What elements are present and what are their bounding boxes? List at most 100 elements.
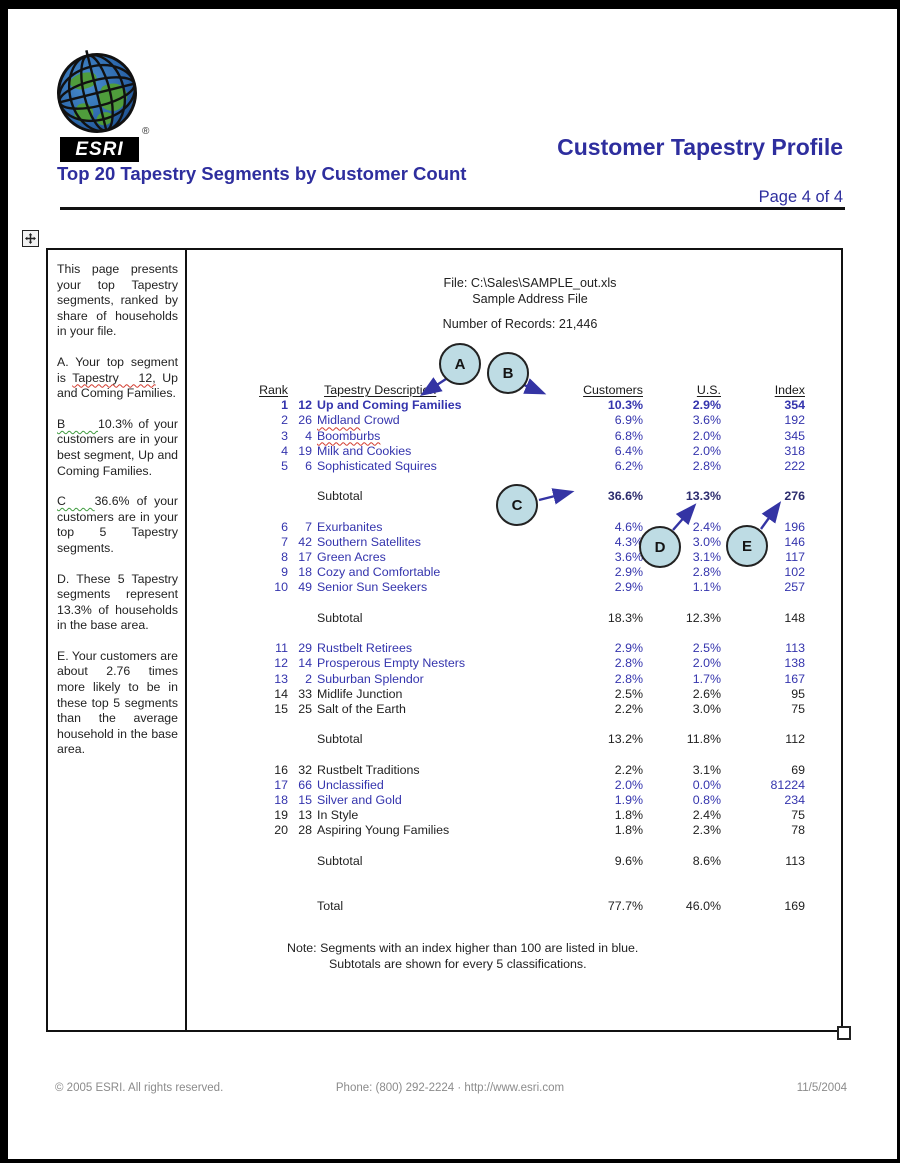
cell-customers: 2.2% — [614, 701, 643, 716]
table-row: 17 66 Unclassified 2.0% 0.0% 81224 — [255, 778, 805, 793]
cell-us: 2.0% — [692, 443, 721, 458]
cell-rank: 4 — [281, 443, 288, 458]
cell-customers: 13.2% — [607, 732, 643, 747]
cell-description: Boomburbs — [312, 429, 555, 444]
footer-copyright: © 2005 ESRI. All rights reserved. — [55, 1082, 224, 1094]
cell-customers: 6.8% — [614, 428, 643, 443]
table-spacer — [255, 748, 805, 763]
sidebar-text-run: E. Your customers are about 2.76 times m… — [57, 648, 178, 757]
cell-index: 148 — [784, 610, 805, 625]
cell-customers: 2.2% — [614, 762, 643, 777]
cell-us: 1.7% — [692, 671, 721, 686]
cell-customers: 2.8% — [614, 671, 643, 686]
cell-customers: 77.7% — [607, 899, 643, 914]
misspelled-text: Tapestry 12, — [72, 370, 156, 385]
cell-description: Unclassified — [317, 777, 384, 792]
esri-globe-icon — [57, 50, 137, 133]
cell-segment-code: 42 — [298, 534, 312, 549]
cell-us: 3.1% — [692, 550, 721, 565]
file-info: File: C:\Sales\SAMPLE_out.xls Sample Add… — [330, 276, 730, 307]
table-spacer — [255, 626, 805, 641]
table-spacer — [255, 869, 805, 884]
cell-index: 222 — [784, 458, 805, 473]
cell-rank: 15 — [274, 701, 288, 716]
cell-description: Aspiring Young Families — [317, 823, 450, 838]
sidebar-text-run: This page presents your top Tapestry seg… — [57, 262, 178, 339]
cell-label: Total — [317, 899, 344, 914]
cell-customers: 4.6% — [614, 519, 643, 534]
table-spacer — [255, 717, 805, 732]
cell-label: Subtotal — [317, 853, 363, 868]
esri-logo-wordmark: ESRI — [60, 137, 139, 162]
cell-customers: 10.3% — [607, 398, 643, 413]
cell-index: 318 — [784, 443, 805, 458]
cell-index: 78 — [791, 823, 805, 838]
cell-customers: 6.2% — [614, 458, 643, 473]
cell-customers: 3.6% — [614, 550, 643, 565]
cell-segment-code: 18 — [298, 565, 312, 580]
cell-customers: 9.6% — [614, 853, 643, 868]
note-label: Note: — [287, 941, 317, 955]
sidebar-text-run: A. Your top segment is — [57, 354, 178, 385]
table-row: 20 28 Aspiring Young Families 1.8% 2.3% 78 — [255, 823, 805, 838]
table-row: 16 32 Rustbelt Traditions 2.2% 3.1% 69 — [255, 763, 805, 778]
cell-index: 138 — [784, 656, 805, 671]
cell-index: 75 — [791, 701, 805, 716]
cell-us: 3.1% — [692, 762, 721, 777]
header-index: Index — [774, 383, 805, 397]
footer-date: 11/5/2004 — [796, 1082, 847, 1094]
cell-us: 2.4% — [692, 519, 721, 534]
cell-description: Silver and Gold — [317, 793, 402, 808]
sidebar-text: This page presents your top Tapestry seg… — [48, 250, 187, 1030]
table-row: 8 17 Green Acres 3.6% 3.1% 117 — [255, 550, 805, 565]
cell-rank: 7 — [281, 534, 288, 549]
cell-segment-code: 13 — [298, 808, 312, 823]
cell-description: Suburban Splendor — [317, 671, 424, 686]
table-row: 14 33 Midlife Junction 2.5% 2.6% 95 — [255, 687, 805, 702]
cell-us: 2.3% — [692, 823, 721, 838]
cell-us: 2.0% — [692, 656, 721, 671]
table-row: 19 13 In Style 1.8% 2.4% 75 — [255, 808, 805, 823]
cell-customers: 2.8% — [614, 656, 643, 671]
file-name-line: Sample Address File — [472, 291, 588, 306]
cell-rank: 14 — [274, 686, 288, 701]
cell-segment-code: 19 — [298, 443, 312, 458]
cell-us: 1.1% — [692, 580, 721, 595]
registered-trademark-symbol: ® — [142, 126, 150, 137]
cell-index: 95 — [791, 686, 805, 701]
cell-customers: 1.8% — [614, 808, 643, 823]
cell-index: 69 — [791, 762, 805, 777]
table-row: 1 12 Up and Coming Families 10.3% 2.9% 354 — [255, 398, 805, 413]
cell-index: 169 — [784, 899, 805, 914]
cell-index: 117 — [785, 550, 805, 565]
cell-rank: 5 — [281, 458, 288, 473]
move-handle[interactable] — [22, 230, 39, 247]
cell-rank: 1 — [281, 398, 288, 413]
cell-index: 167 — [784, 671, 805, 686]
footer-contact: Phone: (800) 292-2224 · http://www.esri.… — [335, 1082, 565, 1094]
records-count-line: Number of Records: 21,446 — [442, 317, 598, 331]
report-subtitle: Top 20 Tapestry Segments by Customer Cou… — [57, 163, 467, 184]
sidebar-text-run: Up and Coming Families. — [57, 370, 178, 401]
cell-rank: 16 — [274, 762, 288, 777]
resize-handle[interactable] — [837, 1026, 851, 1040]
annotation-circle-a: A — [439, 343, 481, 385]
report-title: Customer Tapestry Profile — [557, 134, 843, 160]
table-row: 10 49 Senior Sun Seekers 2.9% 1.1% 257 — [255, 580, 805, 595]
cell-index: 234 — [784, 793, 805, 808]
sidebar-paragraph: This page presents your top Tapestry seg… — [57, 262, 178, 340]
subtotal-row: Subtotal 36.6% 13.3% 276 — [255, 489, 805, 504]
misspelled-text: C — [57, 494, 95, 509]
cell-rank: 10 — [274, 580, 288, 595]
cell-rank: 18 — [274, 793, 288, 808]
cell-description: Southern Satellites — [317, 534, 422, 549]
cell-customers: 36.6% — [607, 489, 643, 504]
cell-segment-code: 12 — [298, 398, 312, 413]
cell-description: Green Acres — [317, 550, 386, 565]
cell-us: 0.8% — [692, 793, 721, 808]
move-cross-icon — [25, 233, 36, 244]
report-body-box: This page presents your top Tapestry seg… — [46, 248, 843, 1032]
misspelled-text: Boomburbs — [317, 428, 381, 443]
annotation-circle-c: C — [496, 484, 538, 526]
